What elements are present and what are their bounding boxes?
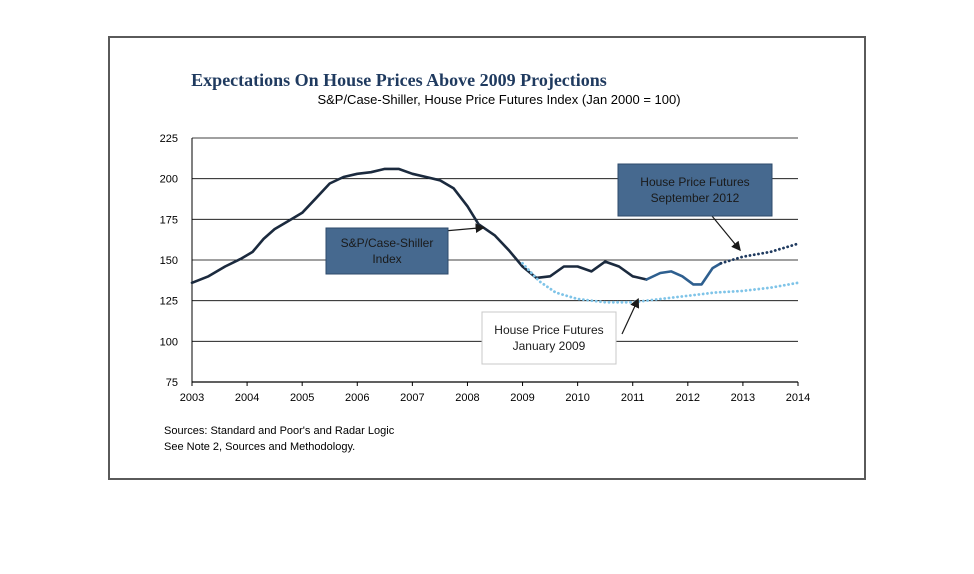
x-tick-label-2004: 2004	[235, 392, 259, 404]
x-tick-label-2009: 2009	[510, 392, 534, 404]
x-tick-label-2011: 2011	[621, 392, 645, 404]
chart-title: Expectations On House Prices Above 2009 …	[191, 70, 607, 90]
y-tick-label-175: 175	[160, 214, 178, 226]
series-layer	[190, 167, 800, 304]
callout-layer: S&P/Case-Shiller Index House Price Futures…	[325, 163, 773, 365]
chart-frame: Expectations On House Prices Above 2009 …	[108, 36, 866, 480]
callout-sep-2012-text-1: September 2012	[651, 191, 740, 205]
x-tick-label-2014: 2014	[786, 392, 810, 404]
series-line-futures-sep-2012	[719, 242, 800, 265]
y-tick-label-75: 75	[166, 377, 178, 389]
x-tick-label-2013: 2013	[731, 392, 755, 404]
callout-sep-2012-box	[617, 163, 773, 217]
chart-subtitle: S&P/Case-Shiller, House Price Futures In…	[317, 92, 680, 107]
x-tick-label-2010: 2010	[565, 392, 589, 404]
callout-index-box	[325, 227, 449, 275]
x-tick-label-2012: 2012	[676, 392, 700, 404]
x-tick-label-2008: 2008	[455, 392, 479, 404]
callout-jan-2009-text-1: January 2009	[513, 339, 586, 353]
callout-jan-2009-text-0: House Price Futures	[494, 323, 603, 337]
x-tick-label-2006: 2006	[345, 392, 369, 404]
y-tick-label-225: 225	[160, 133, 178, 145]
y-tick-label-100: 100	[160, 336, 178, 348]
y-tick-label-125: 125	[160, 296, 178, 308]
grid-layer: 75 100 125 150 175 200 225 2003 2004 2005 2006 2007…	[160, 133, 811, 404]
y-tick-label-200: 200	[160, 174, 178, 186]
callout-index-text-1: Index	[372, 252, 401, 266]
x-tick-label-2005: 2005	[290, 392, 314, 404]
source-note-line-1: Sources: Standard and Poor's and Radar L…	[164, 425, 395, 437]
series-line-index-recent	[645, 262, 723, 286]
callout-jan-2009-box	[481, 311, 617, 365]
callout-sep-2012-text-0: House Price Futures	[640, 175, 749, 189]
series-line-index	[190, 167, 648, 285]
x-tick-label-2007: 2007	[400, 392, 424, 404]
callout-jan-2009-arrow	[621, 297, 640, 335]
chart-svg: Expectations On House Prices Above 2009 …	[160, 70, 811, 453]
y-tick-label-150: 150	[160, 255, 178, 267]
series-line-futures-jan-2009	[521, 261, 800, 304]
source-note-line-2: See Note 2, Sources and Methodology.	[164, 441, 355, 453]
callout-index-text-0: S&P/Case-Shiller	[341, 236, 434, 250]
callout-sep-2012-arrow	[711, 215, 741, 252]
x-tick-label-2003: 2003	[180, 392, 204, 404]
